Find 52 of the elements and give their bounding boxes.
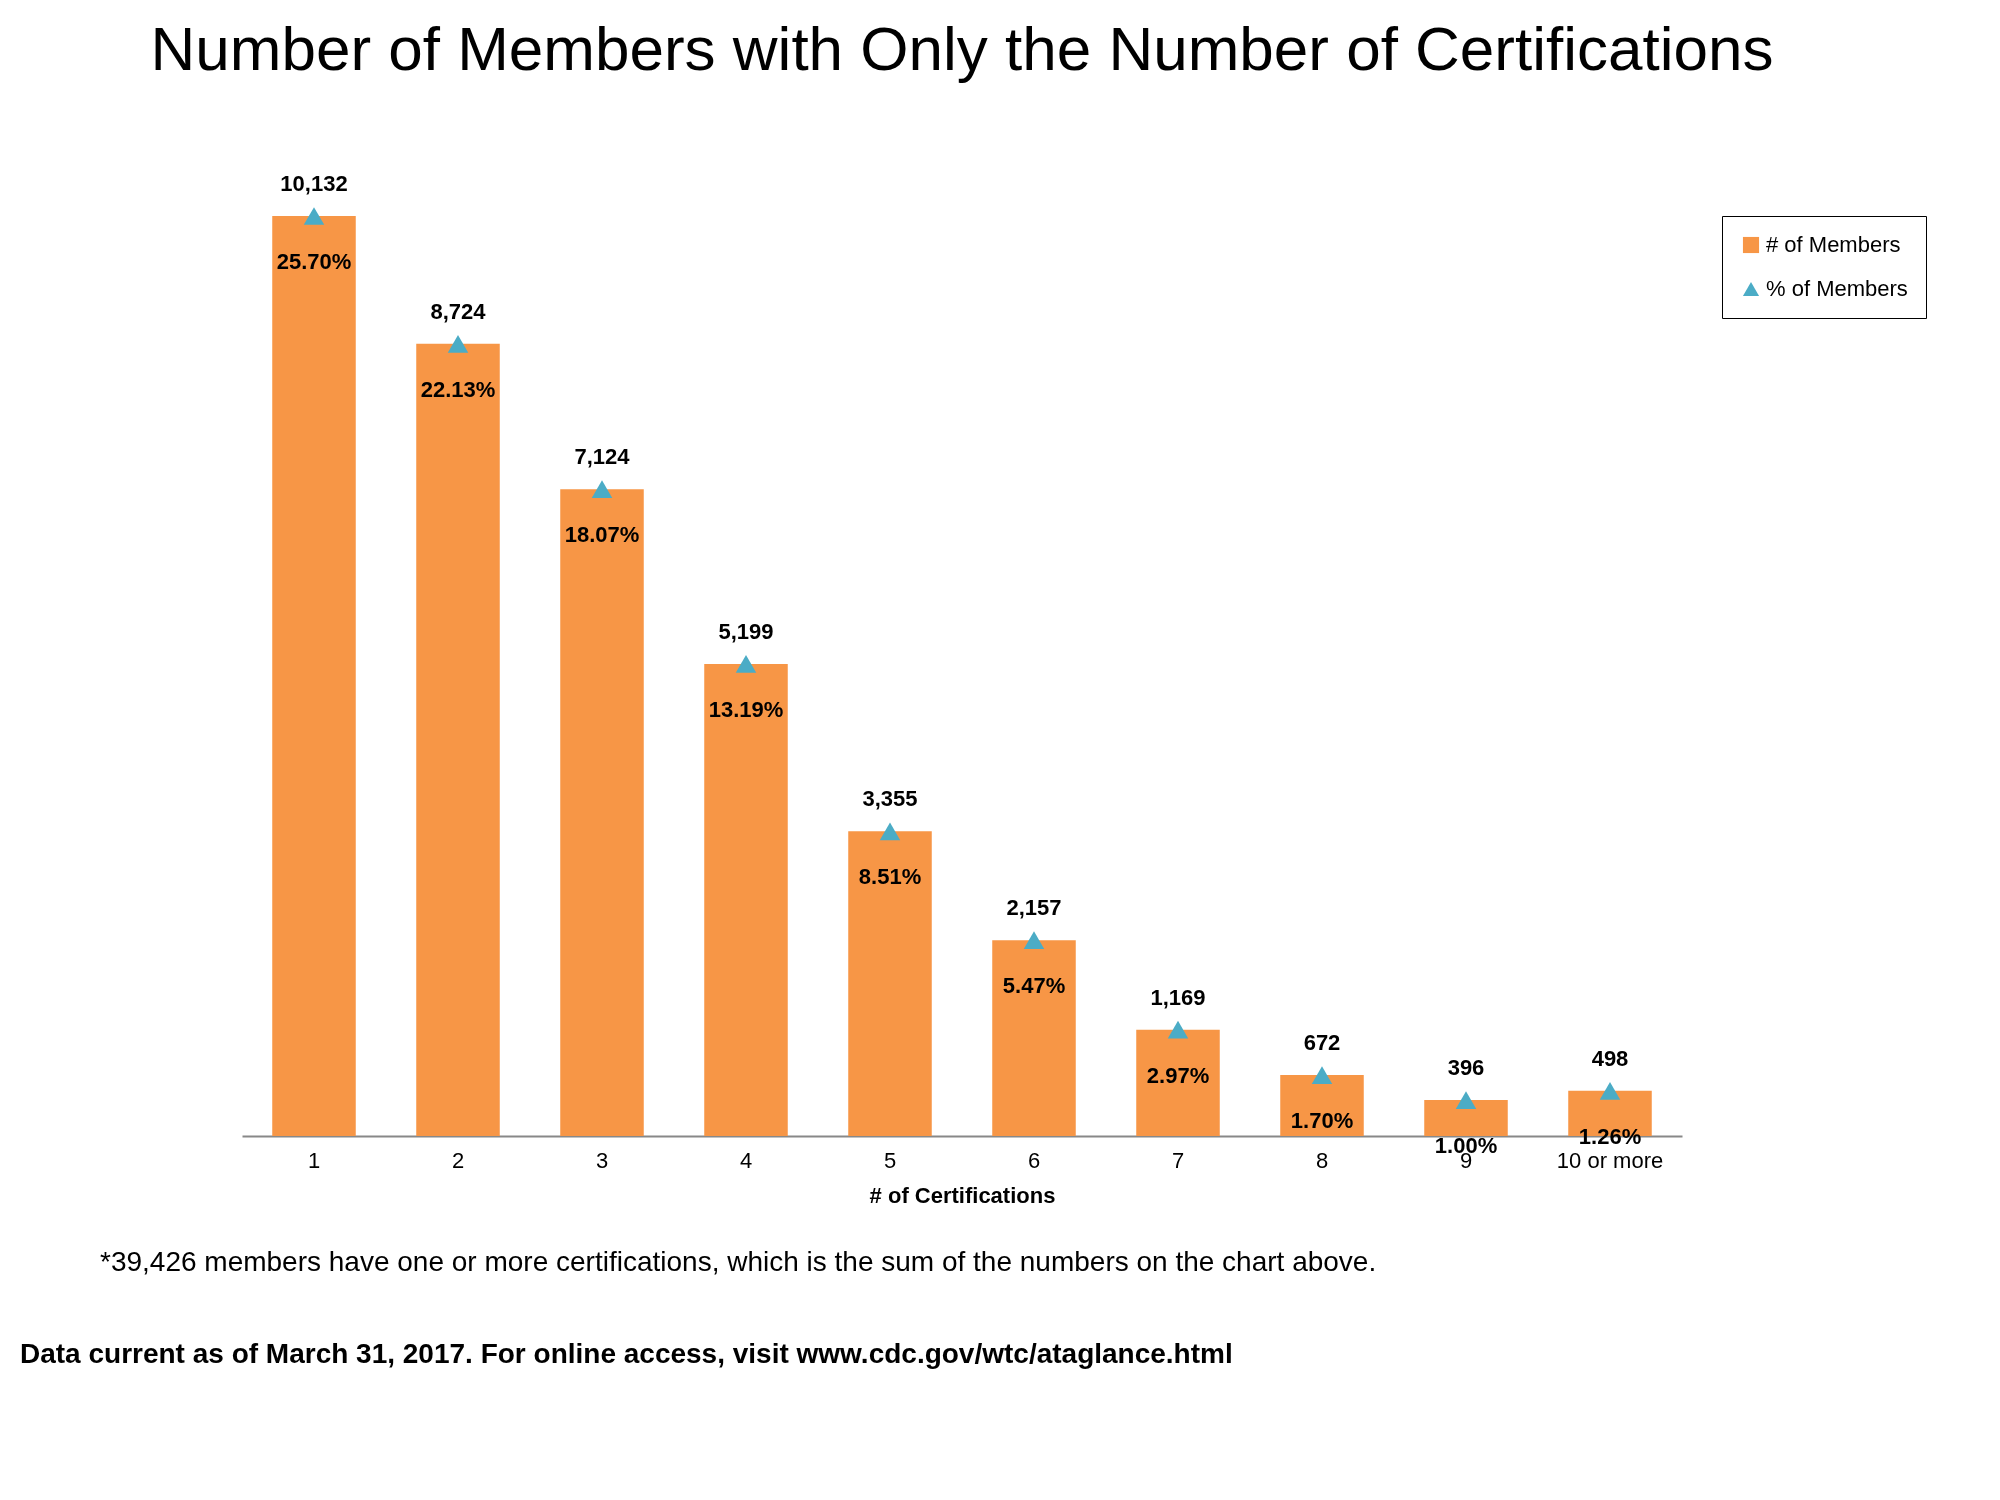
data-label: 2,157	[1006, 895, 1062, 921]
data-label: 2.97%	[1146, 1062, 1210, 1088]
point	[879, 822, 901, 841]
x-tick-label: 7	[1171, 1147, 1185, 1173]
x-tick-label: 6	[1027, 1147, 1041, 1173]
data-label: 18.07%	[564, 522, 640, 548]
x-tick-label: 10 or more	[1556, 1147, 1664, 1173]
data-label: 1,169	[1150, 984, 1206, 1010]
point	[1455, 1091, 1477, 1110]
data-label: 8,724	[430, 298, 487, 324]
x-tick-label: 1	[307, 1147, 321, 1173]
legend-label: % of Members	[1766, 276, 1908, 301]
data-label: 672	[1303, 1029, 1341, 1055]
point	[1311, 1066, 1333, 1085]
data-label: 498	[1591, 1045, 1629, 1071]
point	[1167, 1020, 1189, 1039]
point	[447, 334, 469, 353]
bar	[848, 831, 932, 1136]
bar	[1424, 1100, 1508, 1136]
data-label: 25.70%	[276, 249, 352, 274]
point	[1023, 931, 1045, 950]
data-label: 5,199	[718, 618, 774, 644]
x-tick-label: 8	[1315, 1147, 1329, 1173]
text: Data current as of March 31, 2017. For online access, visit www.cdc.gov/wtc/ataglance.html	[20, 1338, 1234, 1370]
data-label: 8.51%	[858, 864, 922, 890]
data-label: 396	[1447, 1055, 1485, 1081]
x-tick-label: 3	[595, 1147, 609, 1173]
bar	[704, 663, 788, 1136]
data-label: 22.13%	[420, 376, 496, 402]
point	[1599, 1082, 1621, 1100]
x-axis-title: # of Certifications	[869, 1182, 1056, 1208]
point	[303, 207, 325, 225]
data-label: 1.70%	[1290, 1108, 1354, 1134]
point	[735, 654, 757, 673]
x-tick-label: 5	[883, 1147, 897, 1173]
bar	[992, 940, 1076, 1136]
data-label: 10,132	[280, 171, 348, 196]
data-label: 13.19%	[708, 696, 784, 722]
data-label: 1.26%	[1578, 1123, 1642, 1149]
data-label: 7,124	[574, 444, 631, 470]
bar	[416, 343, 500, 1136]
point	[591, 480, 613, 499]
data-label: 3,355	[862, 786, 918, 812]
bar	[1136, 1029, 1220, 1136]
text: *39,426 members have one or more certifications, which is the sum of the numbers on the chart above.	[100, 1246, 1378, 1278]
x-tick-label: 2	[451, 1147, 465, 1173]
bar	[560, 489, 644, 1136]
bar	[272, 216, 356, 1136]
data-label: 5.47%	[1002, 973, 1066, 999]
legend-label: # of Members	[1766, 232, 1901, 257]
x-tick-label: 4	[739, 1147, 753, 1173]
chart-title: Number of Members with Only the Number of Certifications	[150, 14, 1774, 83]
